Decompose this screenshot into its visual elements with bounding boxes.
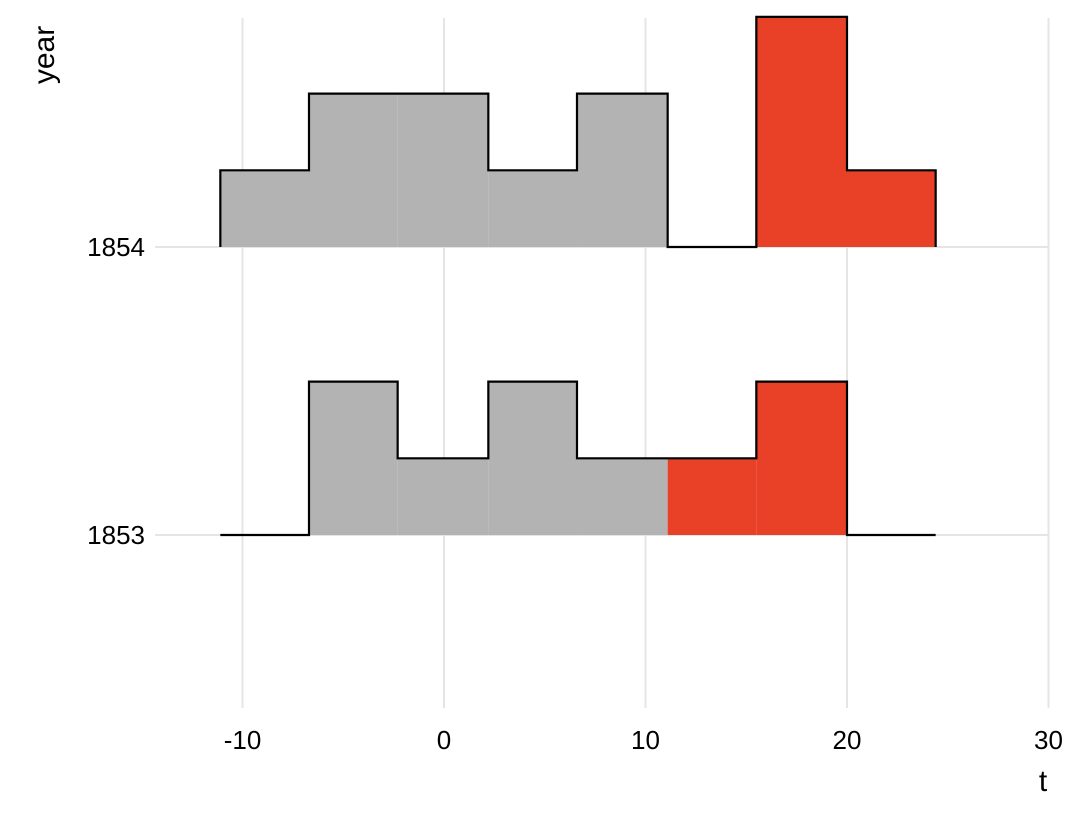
step-bar bbox=[756, 16, 847, 248]
y-tick-label: 1854 bbox=[87, 232, 145, 262]
x-tick-label: -10 bbox=[224, 725, 262, 755]
step-bar bbox=[220, 170, 309, 247]
x-tick-label: 30 bbox=[1034, 725, 1063, 755]
step-bar bbox=[308, 93, 398, 247]
step-bar bbox=[308, 381, 398, 535]
step-bar bbox=[756, 381, 847, 535]
step-bar bbox=[667, 458, 757, 535]
ridge-series bbox=[219, 15, 937, 537]
step-bar bbox=[847, 170, 936, 247]
step-bar bbox=[576, 93, 668, 247]
ridge-1853 bbox=[220, 380, 936, 537]
step-bar bbox=[488, 381, 577, 535]
x-tick-label: 0 bbox=[437, 725, 451, 755]
y-axis-title: year bbox=[28, 26, 61, 84]
x-tick-label: 20 bbox=[833, 725, 862, 755]
ridge-outline bbox=[219, 15, 937, 249]
y-tick-label: 1853 bbox=[87, 520, 145, 550]
x-tick-label: 10 bbox=[631, 725, 660, 755]
ridge-outline bbox=[220, 380, 936, 537]
step-bar bbox=[397, 93, 489, 247]
step-bar bbox=[576, 458, 668, 535]
step-bar bbox=[397, 458, 489, 535]
x-axis-title: t bbox=[1039, 765, 1048, 798]
ridge-1854 bbox=[219, 15, 937, 249]
axis-labels: -10 0 10 20 30 1853 1854 bbox=[87, 232, 1063, 755]
step-bar bbox=[488, 170, 577, 247]
